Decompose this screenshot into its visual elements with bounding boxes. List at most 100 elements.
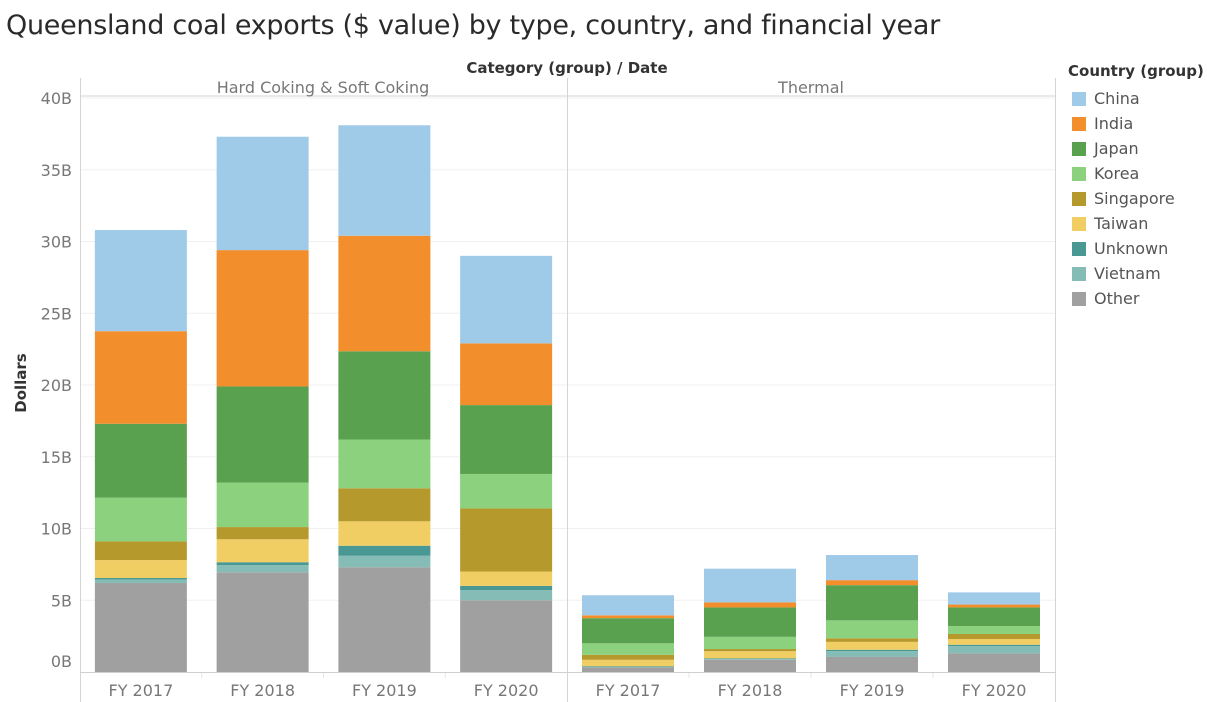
bar-segment-japan[interactable] — [338, 351, 431, 440]
bar-segment-japan[interactable] — [704, 607, 796, 637]
y-tick-label: 25B — [41, 304, 72, 323]
bar-segment-china[interactable] — [460, 255, 553, 344]
legend-item-vietnam[interactable]: Vietnam — [1072, 261, 1175, 286]
bar-segment-other[interactable] — [704, 659, 796, 672]
bar-segment-china[interactable] — [704, 568, 796, 603]
bar-segment-korea[interactable] — [216, 482, 309, 528]
legend-item-japan[interactable]: Japan — [1072, 136, 1175, 161]
bar-segment-vietnam[interactable] — [826, 651, 918, 657]
bar-segment-singapore[interactable] — [704, 649, 796, 652]
legend-label: Korea — [1094, 164, 1140, 183]
bar-stack — [338, 125, 431, 672]
bar-segment-india[interactable] — [460, 343, 553, 406]
bar-segment-singapore[interactable] — [948, 633, 1040, 639]
bar-segment-other[interactable] — [826, 656, 918, 672]
bar-segment-vietnam[interactable] — [216, 565, 309, 573]
bar-segment-china[interactable] — [948, 592, 1040, 605]
legend-item-taiwan[interactable]: Taiwan — [1072, 211, 1175, 236]
y-tick-label: 5B — [51, 591, 72, 610]
bar-segment-korea[interactable] — [948, 626, 1040, 634]
x-tick-label: FY 2017 — [596, 681, 661, 700]
bar-segment-unknown[interactable] — [94, 578, 187, 580]
bar-segment-taiwan[interactable] — [338, 521, 431, 546]
legend-item-other[interactable]: Other — [1072, 286, 1175, 311]
legend-item-india[interactable]: India — [1072, 111, 1175, 136]
bar-stack — [948, 592, 1040, 672]
legend-swatch — [1072, 241, 1086, 256]
bar-segment-japan[interactable] — [582, 618, 674, 644]
bar-segment-vietnam[interactable] — [948, 646, 1040, 654]
bar-segment-vietnam[interactable] — [94, 579, 187, 584]
legend-item-unknown[interactable]: Unknown — [1072, 236, 1175, 261]
bar-segment-japan[interactable] — [948, 607, 1040, 627]
legend-title: Country (group) — [1068, 62, 1204, 80]
bar-segment-vietnam[interactable] — [704, 659, 796, 660]
legend-item-singapore[interactable]: Singapore — [1072, 186, 1175, 211]
bar-segment-japan[interactable] — [826, 585, 918, 621]
bar-segment-china[interactable] — [94, 230, 187, 332]
bar-segment-singapore[interactable] — [460, 508, 553, 572]
bar-segment-singapore[interactable] — [826, 638, 918, 642]
bar-segment-vietnam[interactable] — [460, 590, 553, 601]
bar-segment-unknown[interactable] — [704, 658, 796, 660]
bar-segment-china[interactable] — [582, 595, 674, 616]
bar-segment-japan[interactable] — [94, 423, 187, 498]
x-tick-label: FY 2018 — [718, 681, 783, 700]
bar-segment-taiwan[interactable] — [216, 539, 309, 563]
bar-segment-india[interactable] — [94, 331, 187, 424]
bar-segment-china[interactable] — [216, 136, 309, 251]
bar-segment-singapore[interactable] — [338, 488, 431, 522]
bar-segment-unknown[interactable] — [216, 562, 309, 566]
bar-segment-taiwan[interactable] — [94, 560, 187, 579]
bar-segment-korea[interactable] — [94, 497, 187, 542]
x-tick-label: FY 2017 — [108, 681, 173, 700]
legend-item-china[interactable]: China — [1072, 86, 1175, 111]
bar-segment-taiwan[interactable] — [704, 651, 796, 659]
bar-segment-korea[interactable] — [582, 643, 674, 655]
legend-swatch — [1072, 191, 1086, 206]
chart-frame — [80, 78, 1056, 702]
bar-segment-india[interactable] — [216, 250, 309, 387]
bar-segment-singapore[interactable] — [94, 541, 187, 561]
bar-segment-other[interactable] — [948, 653, 1040, 672]
bar-segment-other[interactable] — [94, 583, 187, 672]
y-tick-label: 15B — [41, 448, 72, 467]
bar-segment-unknown[interactable] — [948, 644, 1040, 647]
bar-segment-korea[interactable] — [826, 620, 918, 639]
bar-segment-unknown[interactable] — [582, 666, 674, 667]
bar-segment-taiwan[interactable] — [582, 659, 674, 667]
bar-segment-india[interactable] — [826, 580, 918, 586]
bar-segment-vietnam[interactable] — [338, 555, 431, 568]
legend-swatch — [1072, 91, 1086, 106]
bar-segment-taiwan[interactable] — [460, 571, 553, 586]
bar-segment-china[interactable] — [338, 125, 431, 236]
bar-segment-taiwan[interactable] — [948, 638, 1040, 645]
bar-segment-other[interactable] — [338, 567, 431, 672]
bars — [94, 125, 1040, 672]
legend-item-korea[interactable]: Korea — [1072, 161, 1175, 186]
bar-segment-taiwan[interactable] — [826, 641, 918, 650]
bar-segment-korea[interactable] — [460, 473, 553, 509]
bar-segment-china[interactable] — [826, 555, 918, 581]
bar-segment-other[interactable] — [582, 667, 674, 672]
bar-segment-other[interactable] — [460, 600, 553, 672]
x-axis-ticks: FY 2017 FY 2018 FY 2019 FY 2020 FY 2017 FY 20… — [108, 681, 1026, 700]
legend-label: Unknown — [1094, 239, 1169, 258]
bar-segment-singapore[interactable] — [582, 654, 674, 660]
bar-segment-india[interactable] — [948, 604, 1040, 608]
bar-segment-unknown[interactable] — [460, 585, 553, 591]
bar-segment-korea[interactable] — [704, 636, 796, 650]
legend-swatch — [1072, 116, 1086, 131]
bar-segment-unknown[interactable] — [826, 649, 918, 652]
bar-segment-singapore[interactable] — [216, 527, 309, 540]
bar-segment-japan[interactable] — [460, 405, 553, 474]
bar-segment-other[interactable] — [216, 572, 309, 672]
legend-label: Other — [1094, 289, 1140, 308]
bar-segment-japan[interactable] — [216, 386, 309, 483]
bar-segment-india[interactable] — [704, 602, 796, 608]
legend-label: Japan — [1094, 139, 1139, 158]
bar-segment-unknown[interactable] — [338, 545, 431, 556]
bar-segment-india[interactable] — [582, 615, 674, 619]
bar-segment-korea[interactable] — [338, 439, 431, 489]
bar-segment-india[interactable] — [338, 235, 431, 352]
